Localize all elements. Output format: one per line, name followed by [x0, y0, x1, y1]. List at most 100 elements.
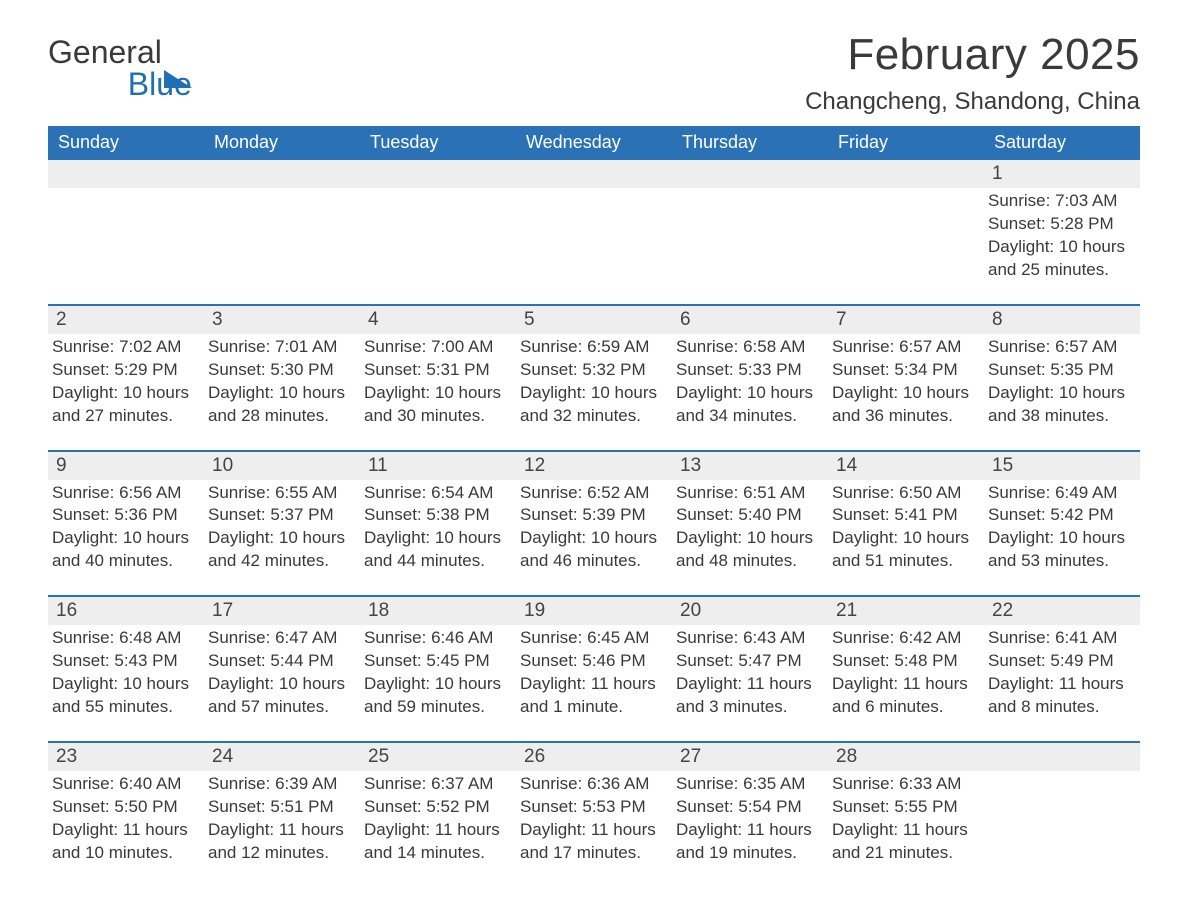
- brand-word-2: Blue: [128, 66, 192, 102]
- day-number-row: 9101112131415: [48, 452, 1140, 480]
- day-cell: Sunrise: 6:50 AMSunset: 5:41 PMDaylight:…: [828, 480, 984, 596]
- calendar-week: 2345678Sunrise: 7:02 AMSunset: 5:29 PMDa…: [48, 304, 1140, 450]
- sunrise-text: Sunrise: 6:57 AM: [832, 336, 978, 359]
- day-number: 7: [828, 306, 984, 334]
- sunset-text: Sunset: 5:35 PM: [988, 359, 1134, 382]
- day-number: 1: [984, 160, 1140, 188]
- sunrise-text: Sunrise: 6:49 AM: [988, 482, 1134, 505]
- day-number: 5: [516, 306, 672, 334]
- daylight-text: Daylight: 11 hours and 14 minutes.: [364, 819, 510, 865]
- sunset-text: Sunset: 5:53 PM: [520, 796, 666, 819]
- day-number: 3: [204, 306, 360, 334]
- sunrise-text: Sunrise: 6:51 AM: [676, 482, 822, 505]
- day-cell: Sunrise: 6:54 AMSunset: 5:38 PMDaylight:…: [360, 480, 516, 596]
- sunset-text: Sunset: 5:41 PM: [832, 504, 978, 527]
- daylight-text: Daylight: 10 hours and 32 minutes.: [520, 382, 666, 428]
- weekday-label: Friday: [828, 126, 984, 160]
- daylight-text: Daylight: 10 hours and 38 minutes.: [988, 382, 1134, 428]
- day-cell: Sunrise: 6:48 AMSunset: 5:43 PMDaylight:…: [48, 625, 204, 741]
- sunset-text: Sunset: 5:29 PM: [52, 359, 198, 382]
- sunset-text: Sunset: 5:50 PM: [52, 796, 198, 819]
- sunset-text: Sunset: 5:52 PM: [364, 796, 510, 819]
- day-cell: Sunrise: 6:33 AMSunset: 5:55 PMDaylight:…: [828, 771, 984, 887]
- day-cell: Sunrise: 6:40 AMSunset: 5:50 PMDaylight:…: [48, 771, 204, 887]
- day-cell: Sunrise: 6:35 AMSunset: 5:54 PMDaylight:…: [672, 771, 828, 887]
- day-cell: Sunrise: 6:57 AMSunset: 5:34 PMDaylight:…: [828, 334, 984, 450]
- sunset-text: Sunset: 5:47 PM: [676, 650, 822, 673]
- calendar-week: 9101112131415Sunrise: 6:56 AMSunset: 5:3…: [48, 450, 1140, 596]
- day-cell: Sunrise: 6:56 AMSunset: 5:36 PMDaylight:…: [48, 480, 204, 596]
- day-cell: Sunrise: 6:45 AMSunset: 5:46 PMDaylight:…: [516, 625, 672, 741]
- daylight-text: Daylight: 11 hours and 3 minutes.: [676, 673, 822, 719]
- daylight-text: Daylight: 11 hours and 1 minute.: [520, 673, 666, 719]
- day-number: 18: [360, 597, 516, 625]
- day-number: 14: [828, 452, 984, 480]
- day-number: 22: [984, 597, 1140, 625]
- day-cell: Sunrise: 6:41 AMSunset: 5:49 PMDaylight:…: [984, 625, 1140, 741]
- day-number: 27: [672, 743, 828, 771]
- day-cell: Sunrise: 7:01 AMSunset: 5:30 PMDaylight:…: [204, 334, 360, 450]
- day-cell: Sunrise: 6:51 AMSunset: 5:40 PMDaylight:…: [672, 480, 828, 596]
- day-cell: [516, 188, 672, 304]
- sunset-text: Sunset: 5:55 PM: [832, 796, 978, 819]
- sunrise-text: Sunrise: 7:00 AM: [364, 336, 510, 359]
- day-cell: Sunrise: 7:00 AMSunset: 5:31 PMDaylight:…: [360, 334, 516, 450]
- day-cell: Sunrise: 6:43 AMSunset: 5:47 PMDaylight:…: [672, 625, 828, 741]
- day-cell: [204, 188, 360, 304]
- day-number: 25: [360, 743, 516, 771]
- daylight-text: Daylight: 10 hours and 55 minutes.: [52, 673, 198, 719]
- sunrise-text: Sunrise: 6:42 AM: [832, 627, 978, 650]
- sunset-text: Sunset: 5:39 PM: [520, 504, 666, 527]
- sunset-text: Sunset: 5:46 PM: [520, 650, 666, 673]
- sunset-text: Sunset: 5:48 PM: [832, 650, 978, 673]
- sunset-text: Sunset: 5:40 PM: [676, 504, 822, 527]
- sunset-text: Sunset: 5:37 PM: [208, 504, 354, 527]
- day-number: 13: [672, 452, 828, 480]
- sunset-text: Sunset: 5:30 PM: [208, 359, 354, 382]
- day-cell: [672, 188, 828, 304]
- sunset-text: Sunset: 5:42 PM: [988, 504, 1134, 527]
- day-number: 4: [360, 306, 516, 334]
- sunset-text: Sunset: 5:33 PM: [676, 359, 822, 382]
- day-number-row: 2345678: [48, 306, 1140, 334]
- location-subtitle: Changcheng, Shandong, China: [805, 88, 1140, 116]
- sunrise-text: Sunrise: 6:33 AM: [832, 773, 978, 796]
- sunrise-text: Sunrise: 6:45 AM: [520, 627, 666, 650]
- sunrise-text: Sunrise: 6:40 AM: [52, 773, 198, 796]
- day-cell: Sunrise: 6:55 AMSunset: 5:37 PMDaylight:…: [204, 480, 360, 596]
- day-cell: Sunrise: 6:42 AMSunset: 5:48 PMDaylight:…: [828, 625, 984, 741]
- weekday-label: Monday: [204, 126, 360, 160]
- day-cell: Sunrise: 6:46 AMSunset: 5:45 PMDaylight:…: [360, 625, 516, 741]
- brand-logo: General Blue: [48, 36, 192, 100]
- day-number: [516, 160, 672, 188]
- daylight-text: Daylight: 10 hours and 25 minutes.: [988, 236, 1134, 282]
- sunrise-text: Sunrise: 6:41 AM: [988, 627, 1134, 650]
- day-number: 11: [360, 452, 516, 480]
- calendar-week: 232425262728Sunrise: 6:40 AMSunset: 5:50…: [48, 741, 1140, 887]
- day-number: 12: [516, 452, 672, 480]
- day-number: [360, 160, 516, 188]
- daylight-text: Daylight: 11 hours and 21 minutes.: [832, 819, 978, 865]
- day-cell: [48, 188, 204, 304]
- day-cell: Sunrise: 7:03 AMSunset: 5:28 PMDaylight:…: [984, 188, 1140, 304]
- month-title: February 2025: [805, 30, 1140, 80]
- weekday-label: Thursday: [672, 126, 828, 160]
- day-number-row: 16171819202122: [48, 597, 1140, 625]
- daylight-text: Daylight: 10 hours and 30 minutes.: [364, 382, 510, 428]
- sunrise-text: Sunrise: 6:43 AM: [676, 627, 822, 650]
- calendar-week: 1Sunrise: 7:03 AMSunset: 5:28 PMDaylight…: [48, 160, 1140, 304]
- sunset-text: Sunset: 5:49 PM: [988, 650, 1134, 673]
- daylight-text: Daylight: 10 hours and 40 minutes.: [52, 527, 198, 573]
- day-cell: [984, 771, 1140, 887]
- day-number: [204, 160, 360, 188]
- sunrise-text: Sunrise: 6:54 AM: [364, 482, 510, 505]
- daylight-text: Daylight: 11 hours and 10 minutes.: [52, 819, 198, 865]
- day-cell: Sunrise: 6:57 AMSunset: 5:35 PMDaylight:…: [984, 334, 1140, 450]
- day-number: 6: [672, 306, 828, 334]
- sunset-text: Sunset: 5:34 PM: [832, 359, 978, 382]
- day-number: 15: [984, 452, 1140, 480]
- sunrise-text: Sunrise: 7:03 AM: [988, 190, 1134, 213]
- sunrise-text: Sunrise: 6:59 AM: [520, 336, 666, 359]
- sunset-text: Sunset: 5:38 PM: [364, 504, 510, 527]
- weekday-header-row: Sunday Monday Tuesday Wednesday Thursday…: [48, 126, 1140, 160]
